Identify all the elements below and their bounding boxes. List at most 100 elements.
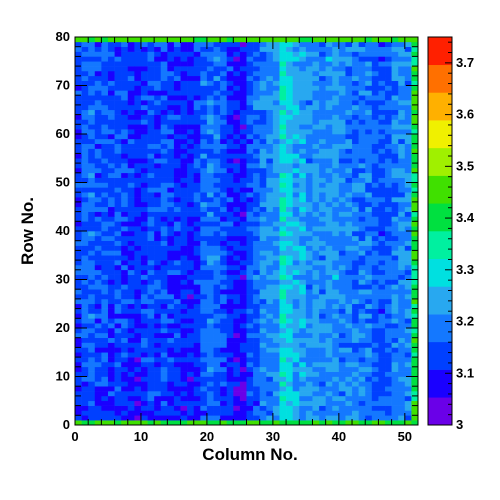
heatmap-cell [279, 235, 287, 241]
heatmap-cell [233, 386, 241, 392]
heatmap-cell [312, 61, 320, 67]
heatmap-cell [325, 75, 333, 81]
heatmap-cell [371, 201, 379, 208]
heatmap-cell [75, 56, 82, 62]
heatmap-cell [226, 332, 234, 338]
heatmap-cell [365, 381, 373, 387]
heatmap-cell [220, 70, 228, 77]
heatmap-cell [160, 386, 168, 392]
heatmap-cell [94, 216, 102, 222]
heatmap-cell [134, 61, 142, 67]
heatmap-cell [213, 66, 221, 72]
heatmap-cell [121, 386, 129, 392]
heatmap-cell [385, 163, 392, 169]
heatmap-cell [147, 182, 155, 188]
heatmap-cell [352, 308, 359, 314]
heatmap-cell [187, 104, 195, 111]
heatmap-cell [206, 313, 214, 319]
heatmap-cell [101, 206, 109, 212]
heatmap-cell [140, 245, 148, 251]
heatmap-cell [292, 284, 300, 290]
heatmap-cell [345, 124, 353, 130]
heatmap-cell [167, 46, 175, 52]
heatmap-cell [332, 75, 340, 81]
heatmap-cell [319, 75, 326, 81]
heatmap-cell [246, 342, 254, 348]
heatmap-cell [371, 95, 379, 101]
heatmap-cell [299, 332, 307, 338]
heatmap-cell [279, 366, 287, 372]
heatmap-cell [239, 80, 247, 86]
heatmap-cell [292, 85, 300, 91]
heatmap-cell [404, 410, 412, 416]
heatmap-cell [134, 211, 142, 217]
heatmap-cell [299, 221, 307, 227]
heatmap-cell [272, 255, 280, 261]
heatmap-cell [154, 361, 162, 368]
heatmap-cell [358, 104, 366, 111]
heatmap-cell [312, 264, 320, 271]
heatmap-cell [246, 303, 254, 309]
heatmap-cell [127, 143, 135, 149]
heatmap-cell [134, 51, 142, 57]
heatmap-cell [259, 323, 267, 329]
heatmap-cell [371, 264, 379, 271]
heatmap-cell [292, 269, 300, 275]
heatmap-cell [259, 167, 267, 174]
heatmap-cell [127, 109, 135, 115]
heatmap-cell [272, 303, 280, 309]
heatmap-cell [312, 245, 320, 251]
heatmap-cell [101, 303, 109, 309]
heatmap-cell [239, 158, 247, 164]
heatmap-cell [167, 255, 175, 261]
heatmap-cell [127, 41, 135, 47]
heatmap-cell [193, 201, 201, 208]
heatmap-cell [345, 245, 353, 251]
heatmap-cell [319, 221, 326, 227]
heatmap-cell [391, 260, 399, 266]
heatmap-cell [305, 289, 313, 295]
heatmap-cell [101, 211, 109, 217]
heatmap-cell [286, 405, 293, 411]
heatmap-cell [325, 216, 333, 222]
heatmap-cell [180, 366, 188, 372]
heatmap-cell [411, 318, 419, 324]
heatmap-cell [305, 332, 313, 338]
heatmap-cell [338, 66, 346, 72]
heatmap-cell [206, 124, 214, 130]
heatmap-cell [200, 114, 208, 120]
heatmap-cell [312, 143, 320, 149]
heatmap-cell [81, 260, 89, 266]
heatmap-cell [114, 323, 122, 329]
heatmap-cell [332, 216, 340, 222]
heatmap-cell [134, 357, 142, 363]
heatmap-cell [305, 303, 313, 309]
heatmap-cell [292, 46, 300, 52]
heatmap-cell [319, 400, 326, 406]
heatmap-cell [160, 206, 168, 212]
heatmap-cell [279, 80, 287, 86]
heatmap-cell [127, 357, 135, 363]
heatmap-cell [345, 284, 353, 290]
heatmap-cell [253, 90, 260, 96]
heatmap-cell [160, 119, 168, 125]
heatmap-cell [365, 143, 373, 149]
heatmap-cell [338, 114, 346, 120]
heatmap-cell [312, 400, 320, 406]
heatmap-cell [352, 201, 359, 208]
heatmap-cell [140, 250, 148, 256]
heatmap-cell [292, 75, 300, 81]
heatmap-cell [200, 138, 208, 144]
heatmap-cell [101, 264, 109, 271]
heatmap-cell [213, 75, 221, 81]
heatmap-cell [259, 114, 267, 120]
heatmap-cell [94, 134, 102, 140]
heatmap-cell [286, 391, 293, 397]
heatmap-cell [246, 274, 254, 280]
heatmap-cell [404, 400, 412, 406]
heatmap-cell [81, 313, 89, 319]
heatmap-cell [160, 226, 168, 232]
heatmap-cell [378, 395, 386, 402]
heatmap-cell [286, 90, 293, 96]
heatmap-cell [134, 119, 142, 125]
